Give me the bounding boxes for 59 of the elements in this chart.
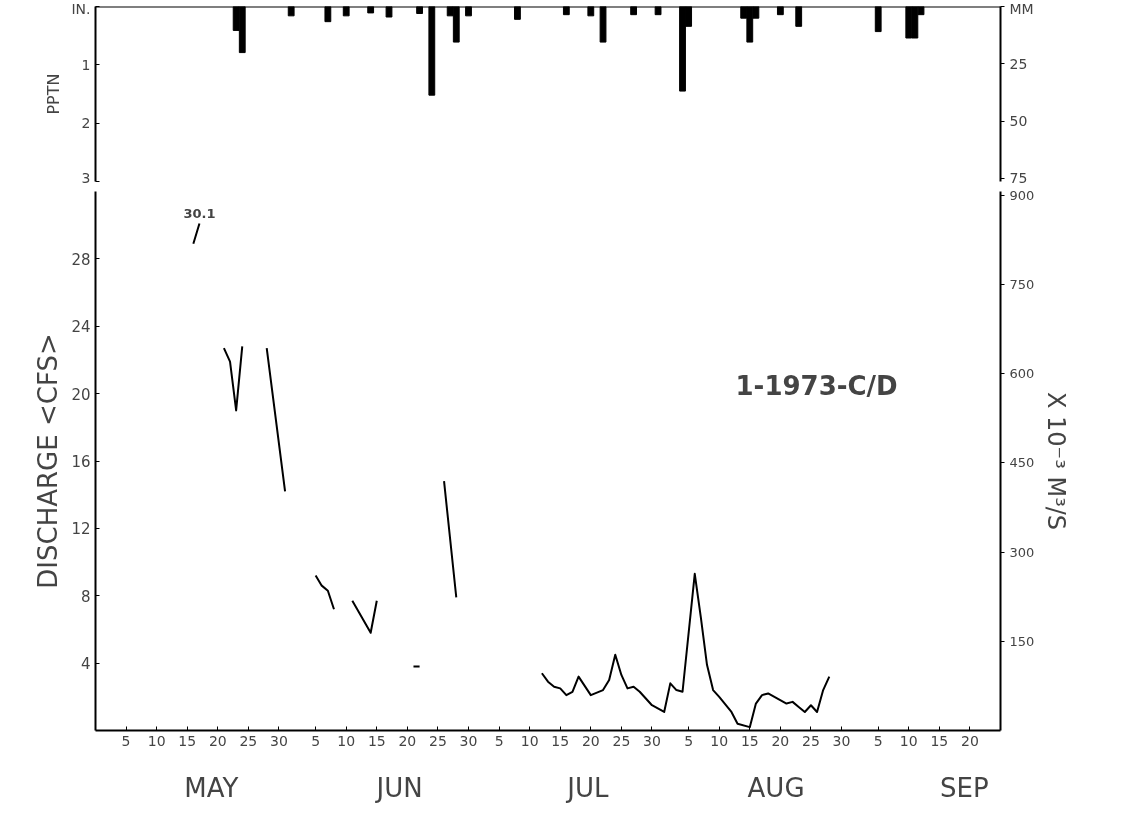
x-tick-label: 20 (961, 732, 979, 749)
y-tick-label: 3 (81, 169, 91, 186)
y2-tick-label: 75 (1009, 169, 1028, 186)
y2-tick-label: 300 (1009, 544, 1035, 560)
x-tick-label: 30 (643, 732, 661, 749)
x-tick-label: 15 (178, 732, 197, 749)
x-tick-label: 20 (581, 732, 600, 749)
x-tick-label: 10 (147, 732, 166, 749)
y-tick-label: 12 (71, 520, 91, 539)
y-tick-label: 20 (71, 385, 91, 404)
x-tick-label: 15 (930, 732, 949, 749)
y2-axis-title: X 10⁻³ M³/S (1042, 391, 1071, 531)
y-tick-label: IN. (71, 0, 91, 17)
text: AUG (747, 772, 805, 803)
x-tick-label: 5 (311, 732, 321, 749)
x-tick-label: 30 (270, 732, 288, 749)
y-tick-label: 1 (81, 56, 91, 73)
text: JUL (565, 772, 609, 803)
y2-tick-label: 450 (1009, 455, 1035, 471)
x-tick-label: 10 (899, 732, 918, 749)
x-tick-label: 5 (494, 732, 504, 749)
x-tick-label: 25 (612, 732, 631, 749)
y-tick-label: 2 (81, 115, 91, 132)
x-tick-label: 5 (873, 732, 883, 749)
x-tick-label: 20 (398, 732, 417, 749)
y-tick-label: 28 (71, 250, 91, 269)
y2-tick-label: MM (1009, 0, 1034, 17)
x-tick-label: 20 (771, 732, 790, 749)
annotation: 30.1 (183, 205, 216, 221)
y2-tick-label: 150 (1009, 633, 1035, 649)
text: MAY (184, 772, 239, 803)
x-tick-label: 25 (429, 732, 447, 749)
y2-tick-label: 600 (1009, 366, 1035, 382)
y-axis-title: PPTN (44, 73, 64, 115)
y-axis-title: DISCHARGE <CFS> (33, 333, 64, 589)
y2-tick-label: 750 (1009, 276, 1035, 292)
y2-tick-label: 50 (1009, 113, 1028, 130)
y-tick-label: 4 (80, 655, 91, 674)
text: SEP (939, 772, 989, 803)
annotation: 1-1973-C/D (735, 370, 898, 401)
x-tick-label: 10 (710, 732, 729, 749)
x-tick-label: 20 (208, 732, 227, 749)
y2-tick-label: 25 (1009, 55, 1028, 72)
x-tick-label: 10 (337, 732, 356, 749)
x-tick-label: 25 (802, 732, 820, 749)
text: JUN (374, 772, 423, 803)
x-tick-label: 30 (832, 732, 851, 749)
y-tick-label: 8 (80, 587, 91, 606)
x-tick-label: 10 (520, 732, 539, 749)
x-tick-label: 15 (551, 732, 570, 749)
y-tick-label: 24 (71, 318, 91, 337)
x-tick-label: 5 (684, 732, 694, 749)
x-tick-label: 5 (121, 732, 131, 749)
x-tick-label: 30 (459, 732, 478, 749)
y-tick-label: 16 (71, 453, 91, 471)
x-tick-label: 25 (239, 732, 258, 749)
x-tick-label: 15 (740, 732, 759, 749)
y2-tick-label: 900 (1009, 187, 1035, 203)
x-tick-label: 15 (367, 732, 386, 749)
